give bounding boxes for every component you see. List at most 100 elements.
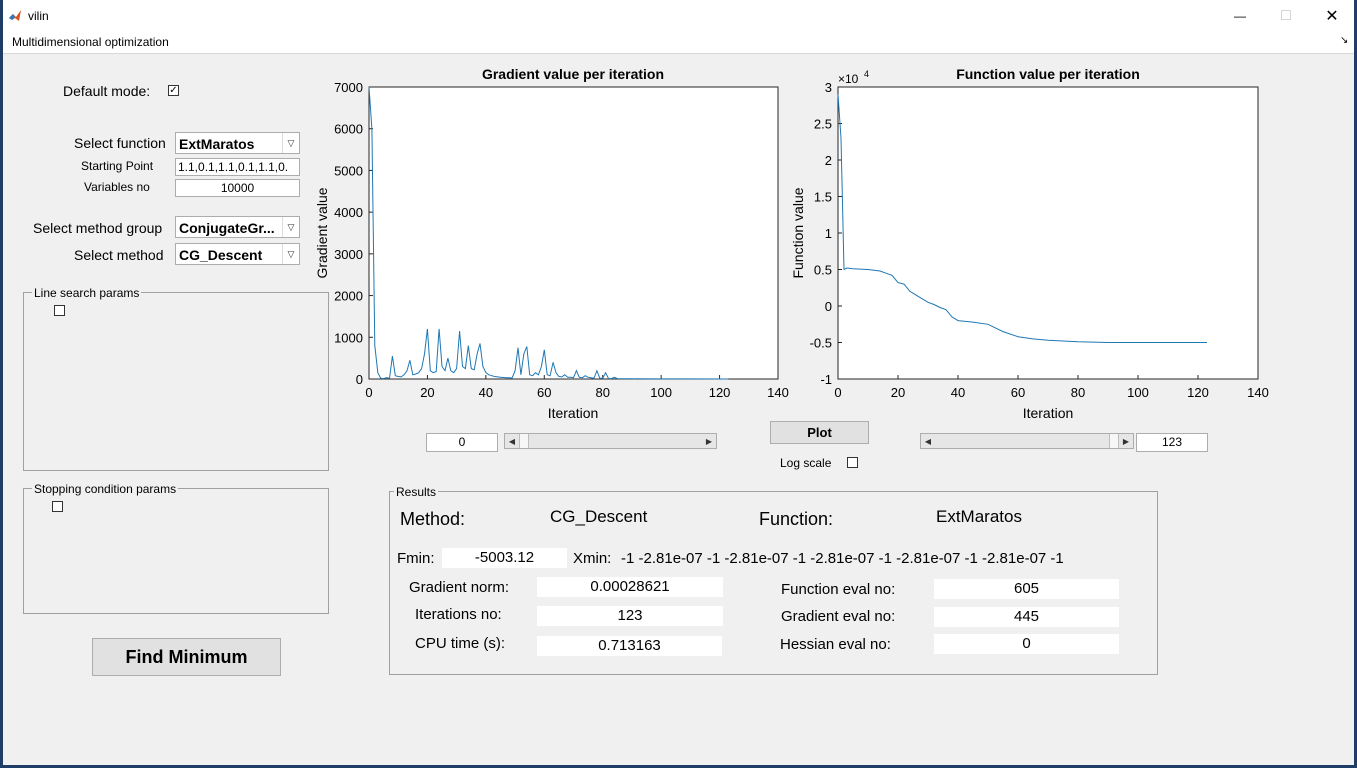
right-slider-thumb[interactable]	[1109, 434, 1119, 448]
chevron-right-icon[interactable]: ▶	[705, 436, 713, 446]
y-tick-label: 2	[825, 153, 832, 168]
default-mode-checkbox[interactable]: ✓	[168, 85, 179, 96]
window-border-left	[0, 0, 3, 768]
x-tick-label: 120	[709, 385, 731, 400]
x-tick-label: 140	[1247, 385, 1269, 400]
x-tick-label: 120	[1187, 385, 1209, 400]
close-button[interactable]: ✕	[1309, 0, 1355, 31]
line-search-params-title: Line search params	[32, 286, 142, 300]
select-method-group-dropdown[interactable]: ConjugateGr... ▽	[175, 216, 300, 238]
cpu-time-label: CPU time (s):	[415, 635, 505, 652]
xmin-value: -1 -2.81e-07 -1 -2.81e-07 -1 -2.81e-07 -…	[621, 550, 1064, 567]
chevron-down-icon: ▽	[282, 217, 299, 237]
function-axis-multiplier: ×10	[838, 72, 859, 86]
chevron-left-icon[interactable]: ◀	[924, 436, 932, 446]
gradient-norm-label: Gradient norm:	[409, 579, 510, 596]
select-method-dropdown[interactable]: CG_Descent ▽	[175, 243, 300, 265]
x-tick-label: 20	[420, 385, 434, 400]
y-tick-label: 0	[825, 299, 832, 314]
x-tick-label: 100	[1127, 385, 1149, 400]
stopping-condition-params-title: Stopping condition params	[32, 482, 179, 496]
left-slider-thumb[interactable]	[519, 434, 529, 448]
function-chart: Function value per iteration Iteration F…	[790, 66, 1269, 421]
y-tick-label: 7000	[334, 80, 363, 95]
function-eval-label: Function eval no:	[781, 581, 896, 598]
minimize-button[interactable]: —	[1217, 0, 1263, 31]
x-tick-label: 60	[537, 385, 551, 400]
gradient-series-line	[368, 86, 729, 380]
chevron-down-icon: ▽	[282, 244, 299, 264]
gradient-y-ticks: 0 1000 2000 3000 4000 5000 6000 7000	[334, 80, 373, 387]
stopping-condition-params-group: Stopping condition params	[23, 482, 329, 614]
x-tick-label: 0	[365, 385, 372, 400]
y-tick-label: -1	[820, 372, 832, 387]
y-tick-label: 5000	[334, 163, 363, 178]
matlab-icon	[9, 10, 21, 21]
chevron-left-icon[interactable]: ◀	[508, 436, 516, 446]
select-function-value: ExtMaratos	[179, 136, 255, 152]
y-tick-label: 1.5	[814, 190, 832, 205]
left-slider-value-input[interactable]: 0	[426, 433, 498, 452]
left-iteration-slider[interactable]: ◀ ▶	[504, 433, 717, 449]
starting-point-input[interactable]: 1.1,0.1,1.1,0.1,1.1,0.	[175, 158, 300, 176]
undock-icon[interactable]: ↘	[1340, 35, 1349, 46]
x-tick-label: 40	[479, 385, 493, 400]
x-tick-label: 60	[1011, 385, 1025, 400]
x-tick-label: 140	[767, 385, 789, 400]
x-tick-label: 20	[891, 385, 905, 400]
minimize-icon: —	[1234, 8, 1246, 23]
function-label: Function:	[759, 509, 834, 529]
iterations-value: 123	[537, 606, 723, 626]
variables-no-label: Variables no	[84, 180, 150, 194]
method-label: Method:	[400, 509, 466, 529]
hessian-eval-label: Hessian eval no:	[780, 636, 891, 653]
iterations-label: Iterations no:	[415, 606, 502, 623]
line-search-checkbox[interactable]	[54, 305, 65, 316]
y-tick-label: 0	[356, 372, 363, 387]
fmin-label: Fmin:	[397, 550, 435, 567]
select-function-dropdown[interactable]: ExtMaratos ▽	[175, 132, 300, 154]
y-tick-label: 2.5	[814, 117, 832, 132]
y-tick-label: 3	[825, 80, 832, 95]
gradient-norm-value: 0.00028621	[537, 577, 723, 597]
y-tick-label: 3000	[334, 247, 363, 262]
gradient-eval-value: 445	[934, 607, 1119, 627]
function-x-ticks: 0 20 40 60 80 100 120 140	[834, 375, 1269, 400]
function-axis-exponent: 4	[864, 69, 869, 79]
starting-point-label: Starting Point	[81, 159, 154, 173]
checkmark-icon: ✓	[169, 85, 178, 96]
results-title: Results	[394, 485, 439, 499]
window-title: vilin	[28, 9, 49, 23]
close-icon: ✕	[1325, 7, 1339, 25]
x-tick-label: 100	[650, 385, 672, 400]
right-iteration-slider[interactable]: ◀ ▶	[920, 433, 1134, 449]
y-tick-label: 0.5	[814, 263, 832, 278]
select-method-value: CG_Descent	[179, 247, 263, 263]
method-value: CG_Descent	[550, 507, 648, 526]
chevron-down-icon: ▽	[282, 133, 299, 153]
chevron-right-icon[interactable]: ▶	[1122, 436, 1130, 446]
default-mode-label: Default mode:	[63, 83, 151, 99]
plot-button[interactable]: Plot	[770, 421, 869, 444]
fmin-value: -5003.12	[442, 548, 567, 568]
variables-no-input[interactable]: 10000	[175, 179, 300, 197]
select-function-label: Select function	[74, 135, 166, 151]
gradient-x-axis-label: Iteration	[548, 405, 599, 421]
log-scale-checkbox[interactable]	[847, 457, 858, 468]
menu-multidimensional-optimization[interactable]: Multidimensional optimization	[12, 35, 169, 49]
function-series-line	[837, 94, 1207, 343]
maximize-button[interactable]: □	[1263, 0, 1309, 31]
gradient-x-ticks: 0 20 40 60 80 100 120 140	[365, 375, 789, 400]
gradient-eval-label: Gradient eval no:	[781, 608, 896, 625]
right-slider-value-input[interactable]: 123	[1136, 433, 1208, 452]
function-x-axis-label: Iteration	[1023, 405, 1074, 421]
title-bar: vilin — □ ✕	[0, 0, 1357, 32]
stopping-condition-checkbox[interactable]	[52, 501, 63, 512]
function-y-ticks: -1 -0.5 0 0.5 1 1.5 2 2.5 3	[810, 80, 842, 387]
gradient-chart: Gradient value per iteration Iteration G…	[314, 66, 789, 421]
xmin-label: Xmin:	[573, 550, 612, 567]
menu-bar: Multidimensional optimization ↘	[0, 31, 1357, 54]
gradient-y-axis-label: Gradient value	[314, 187, 330, 278]
find-minimum-button[interactable]: Find Minimum	[92, 638, 281, 676]
select-method-group-label: Select method group	[33, 220, 163, 236]
